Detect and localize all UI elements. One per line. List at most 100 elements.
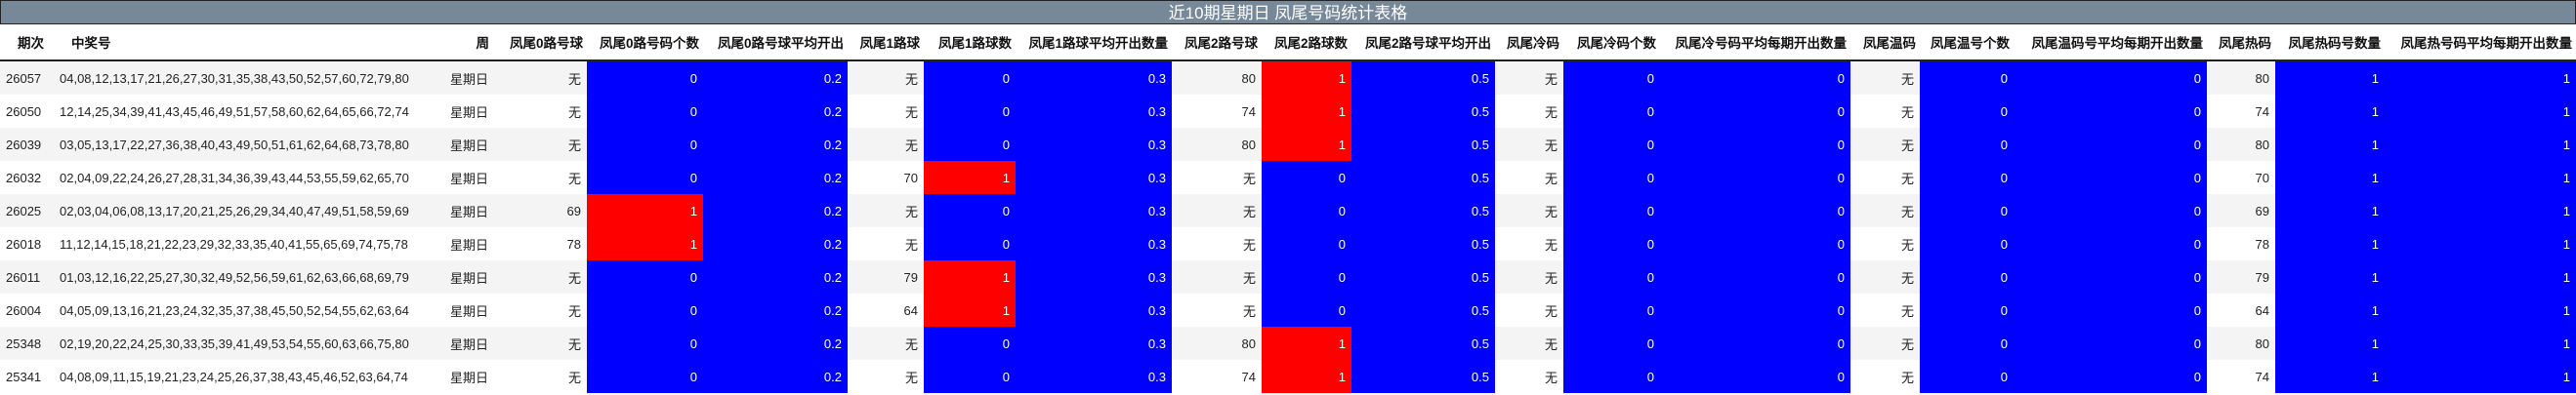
cell-cold-ball: 无: [1495, 260, 1563, 294]
cell-winning-numbers: 03,05,13,17,22,27,36,38,40,43,49,50,51,6…: [54, 128, 444, 161]
cell-warm-count: 0: [1920, 227, 2014, 260]
cell-hot-avg: 1: [2385, 227, 2576, 260]
header-cold-count: 凤尾冷码个数: [1563, 24, 1660, 61]
cell-cold-count: 0: [1563, 128, 1660, 161]
cell-tail-0-route-ball: 无: [493, 260, 587, 294]
cell-warm-count: 0: [1920, 327, 2014, 360]
cell-tail-1-route-avg: 0.3: [1016, 95, 1172, 128]
cell-warm-ball: 无: [1850, 227, 1920, 260]
cell-warm-avg: 0: [2014, 95, 2207, 128]
table-row: 26004 04,05,09,13,16,21,23,24,32,35,37,38…: [0, 294, 2576, 327]
cell-tail-0-route-avg: 0.2: [703, 60, 848, 95]
cell-tail-1-route-count: 0: [924, 227, 1016, 260]
cell-cold-ball: 无: [1495, 128, 1563, 161]
cell-tail-1-route-avg: 0.3: [1016, 161, 1172, 194]
cell-cold-ball: 无: [1495, 294, 1563, 327]
cell-tail-2-route-ball: 74: [1172, 360, 1262, 393]
table-row: 26032 02,04,09,22,24,26,27,28,31,34,36,39…: [0, 161, 2576, 194]
table-row: 25348 02,19,20,22,24,25,30,33,35,39,41,49…: [0, 327, 2576, 360]
cell-issue: 26018: [0, 227, 54, 260]
cell-cold-count: 0: [1563, 294, 1660, 327]
cell-tail-0-route-count: 1: [587, 227, 703, 260]
header-cold-avg: 凤尾冷号码平均每期开出数量: [1660, 24, 1850, 61]
cell-cold-avg: 0: [1660, 327, 1850, 360]
header-tail-2-route-avg: 凤尾2路号球平均开出: [1351, 24, 1495, 61]
table-title: 近10期星期日 凤尾号码统计表格: [0, 0, 2576, 24]
cell-winning-numbers: 01,03,12,16,22,25,27,30,32,49,52,56,59,6…: [54, 260, 444, 294]
cell-tail-2-route-avg: 0.5: [1351, 60, 1495, 95]
cell-hot-count: 1: [2275, 161, 2385, 194]
cell-warm-ball: 无: [1850, 95, 1920, 128]
cell-warm-count: 0: [1920, 294, 2014, 327]
cell-weekday: 星期日: [444, 260, 493, 294]
cell-cold-count: 0: [1563, 194, 1660, 227]
cell-hot-avg: 1: [2385, 128, 2576, 161]
cell-cold-ball: 无: [1495, 161, 1563, 194]
cell-cold-avg: 0: [1660, 260, 1850, 294]
cell-tail-1-route-ball: 无: [848, 360, 924, 393]
cell-tail-2-route-ball: 80: [1172, 60, 1262, 95]
cell-winning-numbers: 12,14,25,34,39,41,43,45,46,49,51,57,58,6…: [54, 95, 444, 128]
cell-tail-0-route-count: 0: [587, 60, 703, 95]
cell-tail-1-route-count: 0: [924, 194, 1016, 227]
cell-hot-count: 1: [2275, 95, 2385, 128]
cell-tail-1-route-ball: 无: [848, 60, 924, 95]
cell-cold-avg: 0: [1660, 95, 1850, 128]
cell-tail-2-route-count: 0: [1262, 260, 1351, 294]
table-row: 25341 04,08,09,11,15,19,21,23,24,25,26,37…: [0, 360, 2576, 393]
cell-tail-0-route-count: 0: [587, 294, 703, 327]
cell-hot-ball: 79: [2207, 260, 2275, 294]
cell-hot-count: 1: [2275, 294, 2385, 327]
header-hot-count: 凤尾热码号数量: [2275, 24, 2385, 61]
cell-tail-0-route-count: 0: [587, 95, 703, 128]
cell-hot-avg: 1: [2385, 194, 2576, 227]
cell-hot-ball: 74: [2207, 95, 2275, 128]
cell-warm-ball: 无: [1850, 60, 1920, 95]
header-tail-1-route-avg: 凤尾1路球平均开出数量: [1016, 24, 1172, 61]
cell-tail-2-route-avg: 0.5: [1351, 128, 1495, 161]
cell-tail-2-route-count: 1: [1262, 95, 1351, 128]
cell-hot-ball: 70: [2207, 161, 2275, 194]
cell-tail-2-route-avg: 0.5: [1351, 294, 1495, 327]
cell-cold-count: 0: [1563, 95, 1660, 128]
cell-tail-0-route-avg: 0.2: [703, 227, 848, 260]
cell-cold-avg: 0: [1660, 360, 1850, 393]
cell-tail-2-route-count: 0: [1262, 161, 1351, 194]
cell-tail-0-route-ball: 无: [493, 161, 587, 194]
cell-warm-ball: 无: [1850, 360, 1920, 393]
cell-tail-1-route-avg: 0.3: [1016, 327, 1172, 360]
cell-tail-1-route-count: 0: [924, 360, 1016, 393]
cell-hot-count: 1: [2275, 360, 2385, 393]
cell-tail-0-route-ball: 无: [493, 327, 587, 360]
cell-tail-1-route-count: 1: [924, 260, 1016, 294]
cell-hot-count: 1: [2275, 260, 2385, 294]
cell-cold-avg: 0: [1660, 294, 1850, 327]
cell-hot-ball: 80: [2207, 327, 2275, 360]
cell-tail-1-route-avg: 0.3: [1016, 194, 1172, 227]
cell-weekday: 星期日: [444, 227, 493, 260]
cell-tail-1-route-avg: 0.3: [1016, 128, 1172, 161]
cell-cold-ball: 无: [1495, 95, 1563, 128]
cell-warm-count: 0: [1920, 161, 2014, 194]
cell-tail-2-route-ball: 无: [1172, 260, 1262, 294]
cell-tail-2-route-ball: 80: [1172, 327, 1262, 360]
cell-tail-2-route-count: 0: [1262, 194, 1351, 227]
header-tail-1-route-ball: 凤尾1路球: [848, 24, 924, 61]
cell-cold-avg: 0: [1660, 227, 1850, 260]
cell-hot-avg: 1: [2385, 60, 2576, 95]
cell-tail-1-route-count: 0: [924, 60, 1016, 95]
header-tail-0-route-ball: 凤尾0路号球: [493, 24, 587, 61]
cell-tail-0-route-ball: 78: [493, 227, 587, 260]
cell-cold-ball: 无: [1495, 327, 1563, 360]
cell-tail-0-route-avg: 0.2: [703, 128, 848, 161]
cell-winning-numbers: 02,04,09,22,24,26,27,28,31,34,36,39,43,4…: [54, 161, 444, 194]
cell-warm-count: 0: [1920, 60, 2014, 95]
cell-tail-1-route-avg: 0.3: [1016, 227, 1172, 260]
header-row: 期次 中奖号周凤尾0路号球 凤尾0路号码个数 凤尾0路号球平均开出 凤尾1路球 凤尾1路球…: [0, 24, 2576, 61]
cell-warm-ball: 无: [1850, 260, 1920, 294]
cell-tail-0-route-count: 0: [587, 128, 703, 161]
table-row: 26011 01,03,12,16,22,25,27,30,32,49,52,56…: [0, 260, 2576, 294]
header-hot-avg: 凤尾热号码平均每期开出数量: [2385, 24, 2576, 61]
cell-tail-1-route-count: 0: [924, 95, 1016, 128]
cell-tail-1-route-ball: 无: [848, 95, 924, 128]
